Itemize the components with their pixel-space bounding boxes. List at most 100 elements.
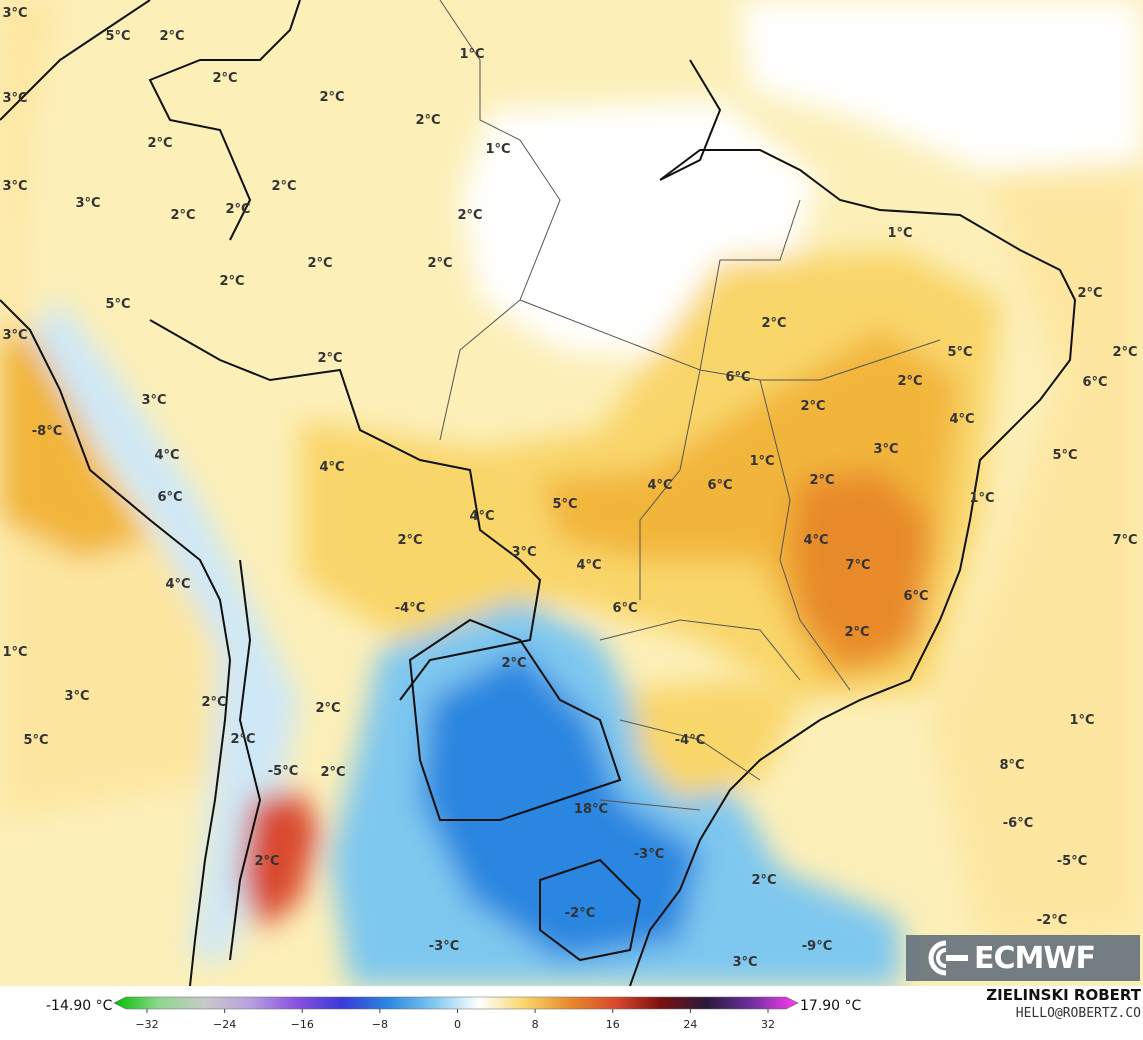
pacific-warm-core (0, 330, 150, 560)
patagonia-hot-zone (240, 790, 320, 930)
temperature-label: 2°C (457, 208, 482, 223)
temperature-labels: 3°C 5°C 2°C 3°C 2°C 1°C 2°C 2°C 2°C 3°C 2°C 1°C 3°C 2… (2, 6, 1137, 970)
temperature-label: 3°C (141, 393, 166, 408)
map-svg: 3°C 5°C 2°C 3°C 2°C 1°C 2°C 2°C 2°C 3°C 2°C 1°C 3°C 2… (0, 0, 1143, 986)
temperature-label: 6°C (157, 490, 182, 505)
temperature-label: 1°C (1069, 713, 1094, 728)
temperature-label: -5°C (268, 764, 298, 779)
temperature-label: 5°C (552, 497, 577, 512)
temperature-label: 5°C (105, 297, 130, 312)
colorbar-tick-label: −32 (135, 1018, 158, 1031)
colorbar-tick-label: 8 (532, 1018, 539, 1031)
state-lines-north (439, 0, 801, 441)
temperature-label: 4°C (469, 509, 494, 524)
credit-email: HELLO@ROBERTZ.CO (1015, 1006, 1141, 1021)
temperature-label: 2°C (397, 533, 422, 548)
temperature-label: 5°C (23, 733, 48, 748)
uruguay-border (539, 858, 642, 962)
temperature-label: 18°C (574, 802, 608, 817)
temperature-label: 2°C (320, 765, 345, 780)
temperature-label: 2°C (319, 90, 344, 105)
temperature-label: 2°C (230, 732, 255, 747)
temperature-label: 2°C (254, 854, 279, 869)
temperature-label: 2°C (501, 656, 526, 671)
temperature-label: 1°C (485, 142, 510, 157)
temperature-label: 2°C (212, 71, 237, 86)
temperature-label: 1°C (2, 645, 27, 660)
temperature-label: 2°C (147, 136, 172, 151)
colorbar-min-label: -14.90 °C (46, 998, 113, 1014)
temperature-label: 2°C (201, 695, 226, 710)
state-lines-center (639, 339, 941, 691)
ecmwf-logo: ECMWF (906, 935, 1140, 981)
temperature-label: -3°C (634, 847, 664, 862)
north-white-zone (740, 0, 1143, 170)
temperature-label: 2°C (809, 473, 834, 488)
temperature-label: 3°C (75, 196, 100, 211)
temperature-label: 2°C (307, 256, 332, 271)
temperature-label: 3°C (2, 328, 27, 343)
temperature-label: 2°C (1112, 345, 1137, 360)
temperature-label: 2°C (219, 274, 244, 289)
temperature-label: 3°C (511, 545, 536, 560)
temperature-label: 5°C (105, 29, 130, 44)
temperature-label: 3°C (873, 442, 898, 457)
temperature-label: 6°C (612, 601, 637, 616)
temperature-label: -5°C (1057, 854, 1087, 869)
temperature-label: 3°C (2, 6, 27, 21)
temperature-label: 4°C (154, 448, 179, 463)
temperature-label: 8°C (999, 758, 1024, 773)
credit-name: ZIELINSKI ROBERT (986, 986, 1141, 1004)
southern-cold-core (420, 650, 700, 960)
temperature-label: -2°C (565, 906, 595, 921)
paraguay-border (408, 618, 622, 821)
temperature-label: 6°C (725, 370, 750, 385)
ecmwf-swirl-icon (928, 940, 968, 976)
atlantic-warm-zone (930, 170, 1143, 940)
temperature-label: 1°C (887, 226, 912, 241)
minas-gerais-hot-zone (790, 470, 930, 670)
temperature-label: 2°C (1077, 286, 1102, 301)
temperature-label: 2°C (427, 256, 452, 271)
pacific-warm-zone (0, 0, 220, 820)
brazil-west-border (148, 0, 542, 701)
temperature-label: 1°C (459, 47, 484, 62)
temperature-label: -3°C (429, 939, 459, 954)
temperature-label: 1°C (969, 491, 994, 506)
temperature-label: -4°C (675, 733, 705, 748)
temperature-label: -6°C (1003, 816, 1033, 831)
anomaly-field-layer (0, 0, 1143, 986)
temperature-label: -4°C (395, 601, 425, 616)
temperature-label: 2°C (317, 351, 342, 366)
colorbar-tick-label: −24 (213, 1018, 236, 1031)
argentina-chile-border (229, 559, 262, 961)
south-america-coast (0, 0, 1077, 986)
temperature-anomaly-map: 3°C 5°C 2°C 3°C 2°C 1°C 2°C 2°C 2°C 3°C 2°C 1°C 3°C 2… (0, 0, 1143, 986)
temperature-label: 4°C (803, 533, 828, 548)
colorbar-tick-label: −16 (291, 1018, 314, 1031)
temperature-label: 3°C (732, 955, 757, 970)
temperature-label: 6°C (1082, 375, 1107, 390)
colorbar-tick-label: −8 (372, 1018, 388, 1031)
temperature-label: 5°C (1052, 448, 1077, 463)
temperature-label: 3°C (2, 179, 27, 194)
pacific-coast (0, 299, 232, 986)
temperature-label: -9°C (802, 939, 832, 954)
temperature-label: 2°C (751, 873, 776, 888)
temperature-label: 5°C (947, 345, 972, 360)
colorbar-svg: -14.90 °C −32 −24 −16 −8 0 8 16 24 32 17.90 °C (46, 996, 862, 1031)
country-borders (0, 0, 1077, 986)
colorbar-tick-label: 24 (683, 1018, 697, 1031)
colorbar-tick-label: 32 (761, 1018, 775, 1031)
temperature-label: 2°C (844, 625, 869, 640)
colorbar-tick-label: 0 (454, 1018, 461, 1031)
temperature-label: 2°C (897, 374, 922, 389)
temperature-label: 4°C (647, 478, 672, 493)
temperature-label: 2°C (159, 29, 184, 44)
temperature-label: 4°C (949, 412, 974, 427)
ecmwf-logo-text: ECMWF (974, 941, 1096, 976)
temperature-label: 6°C (707, 478, 732, 493)
state-borders (439, 0, 941, 811)
temperature-label: 7°C (845, 558, 870, 573)
temperature-label: 2°C (315, 701, 340, 716)
